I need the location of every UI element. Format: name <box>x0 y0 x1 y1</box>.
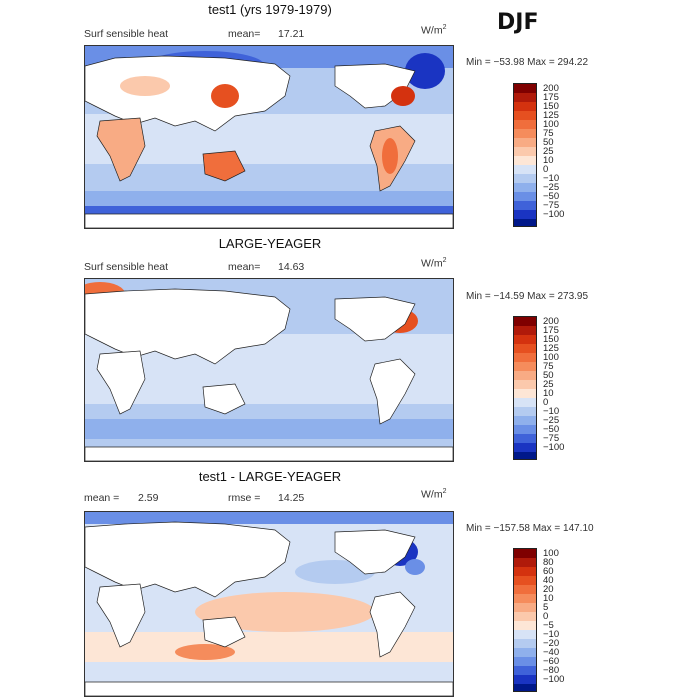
panel-3-cb-label: 40 <box>543 575 554 586</box>
panel-2-cb-label: 175 <box>543 325 559 336</box>
panel-1-cb-label: 175 <box>543 92 559 103</box>
panel-3-map <box>84 511 454 697</box>
panel-2-cb-label: −25 <box>543 415 560 426</box>
panel-2-cb-label: 125 <box>543 343 559 354</box>
panel-2-cb-label: 50 <box>543 370 554 381</box>
panel-3-cb-label: 60 <box>543 566 554 577</box>
panel-2-map <box>84 278 454 462</box>
panel-2-minmax: Min = −14.59 Max = 273.95 <box>466 291 589 302</box>
panel-3-cb-label: 80 <box>543 557 554 568</box>
panel-3-cb-label: 20 <box>543 584 554 595</box>
panel-1-cb-label: 100 <box>543 119 559 130</box>
panel-2-colorbar <box>513 316 537 460</box>
panel-2-mean-value: 14.63 <box>278 261 305 273</box>
panel-2-cb-label: 0 <box>543 397 549 408</box>
panel-3-mean-label: mean = <box>84 492 120 504</box>
panel-3-cb-label: 10 <box>543 593 554 604</box>
panel-3-cb-label: −10 <box>543 629 560 640</box>
panel-2-cb-label: −75 <box>543 433 560 444</box>
panel-1-cb-label: −50 <box>543 191 560 202</box>
panel-2-title: LARGE-YEAGER <box>218 236 322 251</box>
panel-1-minmax: Min = −53.98 Max = 294.22 <box>466 57 589 68</box>
panel-3-cb-label: −5 <box>543 620 554 631</box>
panel-1-cb-label: 150 <box>543 101 559 112</box>
panel-3-minmax: Min = −157.58 Max = 147.10 <box>466 523 594 534</box>
panel-1-variable-label: Surf sensible heat <box>84 28 169 40</box>
panel-1-cb-label: 200 <box>543 83 559 94</box>
panel-3-cb-label: 5 <box>543 602 549 613</box>
panel-1-colorbar <box>513 83 537 227</box>
panel-1-cb-label: 125 <box>543 110 559 121</box>
panel-3-cb-label: 0 <box>543 611 549 622</box>
panel-3-rmse-value: 14.25 <box>278 492 305 504</box>
panel-2-cb-label: −100 <box>543 442 565 453</box>
panel-1-cb-label: −100 <box>543 209 565 220</box>
panel-3-title: test1 - LARGE-YEAGER <box>198 469 342 484</box>
panel-2-cb-label: 75 <box>543 361 554 372</box>
panel-1-map <box>84 45 454 229</box>
panel-3-cb-label: −80 <box>543 665 560 676</box>
panel-1-mean-value: 17.21 <box>278 28 305 40</box>
panel-1-title: test1 (yrs 1979-1979) <box>208 2 332 17</box>
panel-2-cb-label: 100 <box>543 352 559 363</box>
panel-3-rmse-label: rmse = <box>228 492 261 504</box>
panel-3-colorbar <box>513 548 537 692</box>
panel-2-units: W/m2 <box>421 257 447 270</box>
panel-1-cb-label: −75 <box>543 200 560 211</box>
panel-1-cb-label: 10 <box>543 155 554 166</box>
panel-1-units: W/m2 <box>421 24 447 37</box>
panel-3-units: W/m2 <box>421 488 447 501</box>
panel-3-cb-label: −40 <box>543 647 560 658</box>
panel-1-mean-label: mean= <box>228 28 261 40</box>
panel-2-variable-label: Surf sensible heat <box>84 261 169 273</box>
panel-1-cb-label: −25 <box>543 182 560 193</box>
panel-3-cb-label: −100 <box>543 674 565 685</box>
season-label: DJF <box>497 10 539 35</box>
panel-1-cb-label: −10 <box>543 173 560 184</box>
panel-2-cb-label: 150 <box>543 334 559 345</box>
panel-2-mean-label: mean= <box>228 261 261 273</box>
panel-1-cb-label: 25 <box>543 146 554 157</box>
panel-3-cb-label: 100 <box>543 548 559 559</box>
panel-1-cb-label: 50 <box>543 137 554 148</box>
panel-2-cb-label: 10 <box>543 388 554 399</box>
panel-3-cb-label: −60 <box>543 656 560 667</box>
panel-2-cb-label: 200 <box>543 316 559 327</box>
panel-1-cb-label: 75 <box>543 128 554 139</box>
panel-3-mean-value: 2.59 <box>138 492 159 504</box>
panel-1-cb-label: 0 <box>543 164 549 175</box>
panel-2-cb-label: −10 <box>543 406 560 417</box>
panel-2-cb-label: −50 <box>543 424 560 435</box>
panel-3-cb-label: −20 <box>543 638 560 649</box>
panel-2-cb-label: 25 <box>543 379 554 390</box>
